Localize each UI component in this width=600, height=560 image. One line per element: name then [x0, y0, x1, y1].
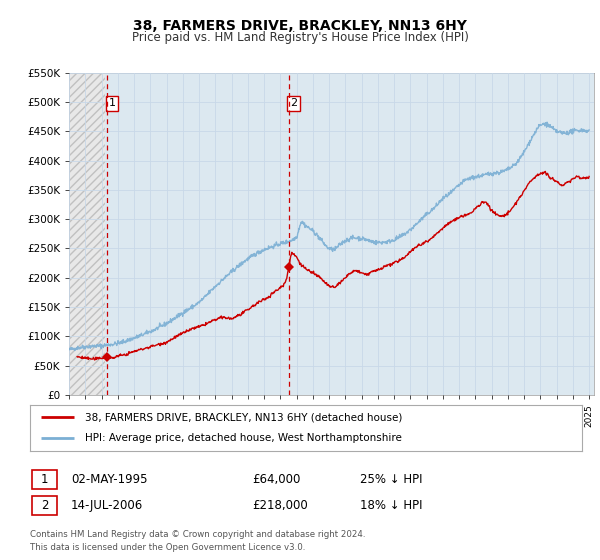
Text: 38, FARMERS DRIVE, BRACKLEY, NN13 6HY: 38, FARMERS DRIVE, BRACKLEY, NN13 6HY — [133, 19, 467, 33]
Text: Price paid vs. HM Land Registry's House Price Index (HPI): Price paid vs. HM Land Registry's House … — [131, 31, 469, 44]
Text: Contains HM Land Registry data © Crown copyright and database right 2024.: Contains HM Land Registry data © Crown c… — [30, 530, 365, 539]
Text: 38, FARMERS DRIVE, BRACKLEY, NN13 6HY (detached house): 38, FARMERS DRIVE, BRACKLEY, NN13 6HY (d… — [85, 412, 403, 422]
Bar — [69, 73, 104, 395]
Text: 1: 1 — [41, 473, 48, 487]
Text: 18% ↓ HPI: 18% ↓ HPI — [360, 498, 422, 512]
Text: 2: 2 — [290, 99, 298, 109]
Text: HPI: Average price, detached house, West Northamptonshire: HPI: Average price, detached house, West… — [85, 433, 402, 444]
Text: £64,000: £64,000 — [252, 473, 301, 487]
Text: This data is licensed under the Open Government Licence v3.0.: This data is licensed under the Open Gov… — [30, 543, 305, 552]
Text: 2: 2 — [41, 498, 48, 512]
Text: 25% ↓ HPI: 25% ↓ HPI — [360, 473, 422, 487]
Text: 14-JUL-2006: 14-JUL-2006 — [71, 498, 143, 512]
Text: 02-MAY-1995: 02-MAY-1995 — [71, 473, 148, 487]
Text: £218,000: £218,000 — [252, 498, 308, 512]
Text: 1: 1 — [109, 99, 115, 109]
